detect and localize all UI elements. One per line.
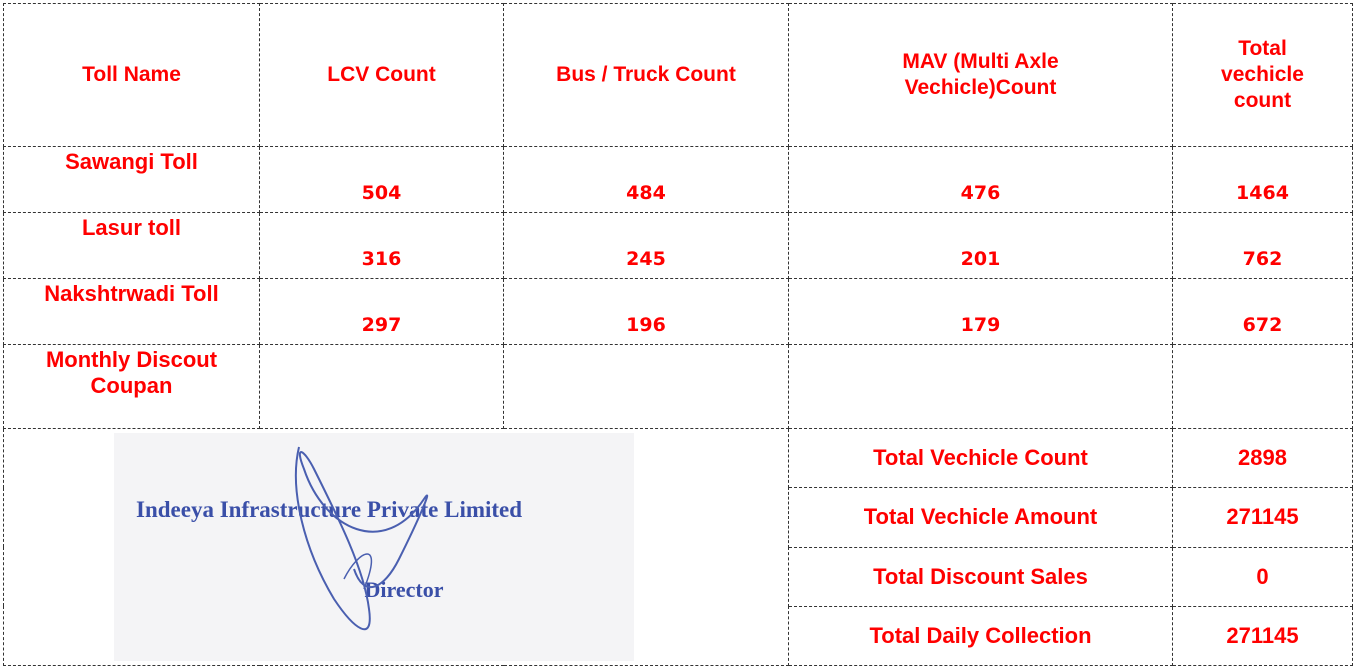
empty-cell [503,344,789,429]
header-cell: Total vechicle count [1172,3,1353,147]
count: 179 [788,278,1173,345]
summary-row: Indeeya Infrastructure Private Limited D… [3,427,1353,666]
stamp-title: Director [365,577,444,602]
empty-cell [259,344,504,429]
count: 672 [1172,278,1353,345]
count: 504 [259,146,504,213]
toll-name: Lasur toll [3,212,260,279]
data-row: Sawangi Toll 504 484 476 1464 [3,146,1353,213]
count: 316 [259,212,504,279]
summary-label: Total Vechicle Amount [788,487,1173,548]
summary-value: 271145 [1172,487,1353,548]
toll-name: Sawangi Toll [3,146,260,213]
data-row: Nakshtrwadi Toll 297 196 179 672 [3,278,1353,345]
signature [294,446,429,631]
empty-cell [788,344,1173,429]
data-row: Monthly Discout Coupan [3,344,1353,429]
header-cell: MAV (Multi Axle Vechicle)Count [788,3,1173,147]
toll-name: Monthly Discout Coupan [3,344,260,429]
data-row: Lasur toll 316 245 201 762 [3,212,1353,279]
page: {"table": { "header": ["Toll Name", "LCV… [3,3,1353,666]
empty-cell [1172,344,1353,429]
stamp-background [114,433,634,661]
stamp: Indeeya Infrastructure Private Limited D… [114,433,634,661]
summary-value: 0 [1172,546,1353,607]
header-cell: LCV Count [259,3,504,147]
toll-table: Toll Name LCV Count Bus / Truck Count MA… [3,3,1353,666]
count: 762 [1172,212,1353,279]
count: 201 [788,212,1173,279]
signature [343,553,373,590]
summary-value: 271145 [1172,605,1353,666]
header-cell: Bus / Truck Count [503,3,789,147]
header-row: Toll Name LCV Count Bus / Truck Count MA… [3,3,1353,147]
header-cell: Toll Name [3,3,260,147]
summary-row: Total Vechicle Amount 271145 [4,487,1353,548]
count: 196 [503,278,789,345]
count: 476 [788,146,1173,213]
summary-label: Total Discount Sales [788,546,1173,607]
count: 245 [503,212,789,279]
count: 1464 [1172,146,1353,213]
count: 484 [503,146,789,213]
summary-label: Total Vechicle Count [788,427,1173,489]
summary-label: Total Daily Collection [788,605,1173,666]
summary-value: 2898 [1172,427,1353,489]
stamp-cell: Indeeya Infrastructure Private Limited D… [3,428,789,666]
toll-name: Nakshtrwadi Toll [3,278,260,345]
count: 297 [259,278,504,345]
summary-row: Total Discount Sales 0 [4,546,1353,607]
